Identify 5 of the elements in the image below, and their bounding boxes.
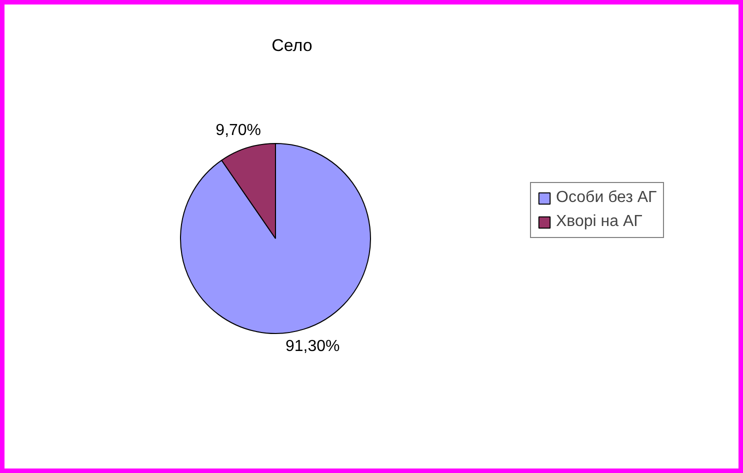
data-label: 91,30%	[286, 338, 340, 355]
legend-label: Хворі на АГ	[556, 213, 642, 231]
legend-label: Особи без АГ	[556, 189, 657, 207]
chart-title: Село	[272, 36, 312, 55]
data-label: 9,70%	[216, 122, 262, 140]
